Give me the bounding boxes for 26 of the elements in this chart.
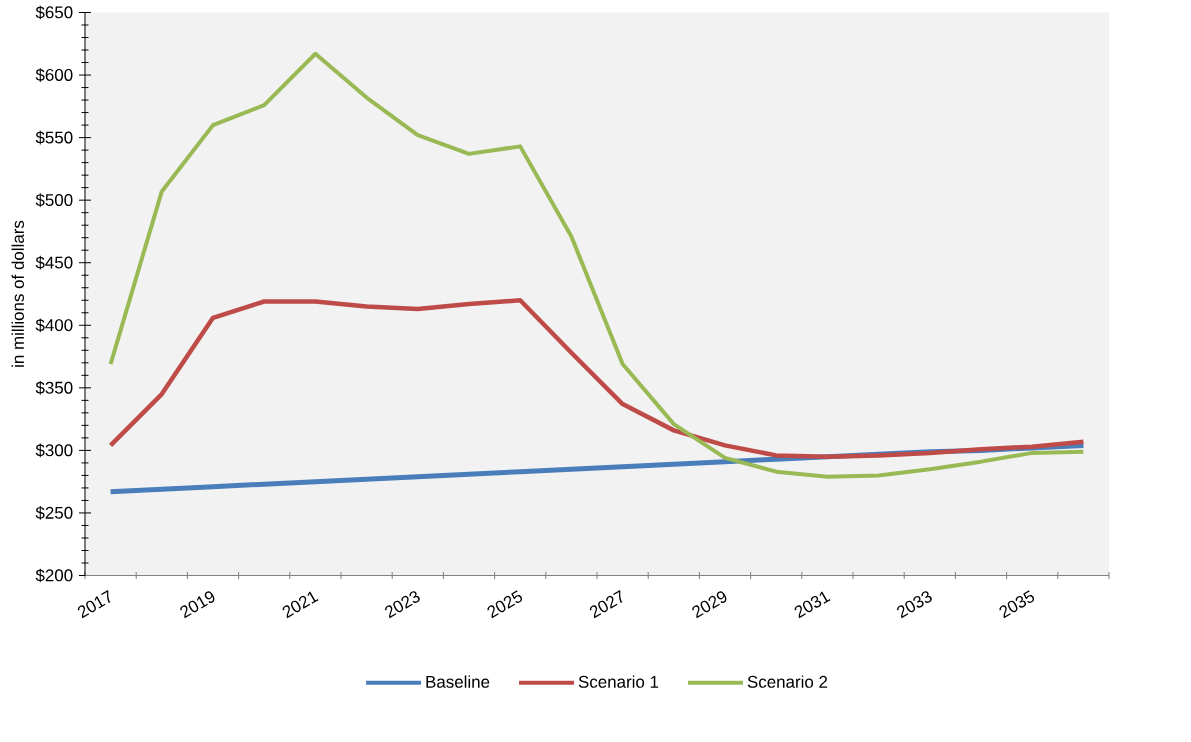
y-tick-label: $550: [35, 130, 73, 145]
y-tick-label: $600: [35, 68, 73, 82]
y-tick-label: $200: [35, 568, 73, 583]
x-tick-label: 2027: [589, 590, 623, 619]
y-tick-label: $250: [35, 506, 73, 520]
x-tick-label: 2023: [385, 591, 420, 619]
legend-label: Scenario 1: [578, 675, 659, 688]
x-tick-label: 2033: [897, 591, 932, 619]
y-tick-label: $300: [35, 443, 73, 458]
y-tick-label: $650: [35, 5, 73, 20]
x-tick-label: 2019: [180, 591, 215, 619]
legend-label: Baseline: [426, 675, 490, 688]
y-tick-label: $350: [35, 381, 73, 395]
line-series: [108, 51, 1086, 479]
x-tick-label: 2031: [794, 591, 831, 619]
x-tick-label: 2029: [692, 591, 727, 619]
y-tick-label: $500: [35, 193, 73, 208]
x-tick-label: 2025: [487, 590, 523, 619]
x-tick-label: 2035: [999, 590, 1035, 619]
y-axis-title: in millions of dollars: [11, 220, 24, 367]
x-tick-label: 2017: [77, 590, 111, 619]
x-tick-label: 2021: [282, 591, 319, 619]
y-tick-label: $400: [35, 318, 73, 333]
legend-label: Scenario 2: [747, 675, 828, 688]
line-series: [108, 298, 1086, 459]
y-tick-label: $450: [35, 255, 73, 270]
